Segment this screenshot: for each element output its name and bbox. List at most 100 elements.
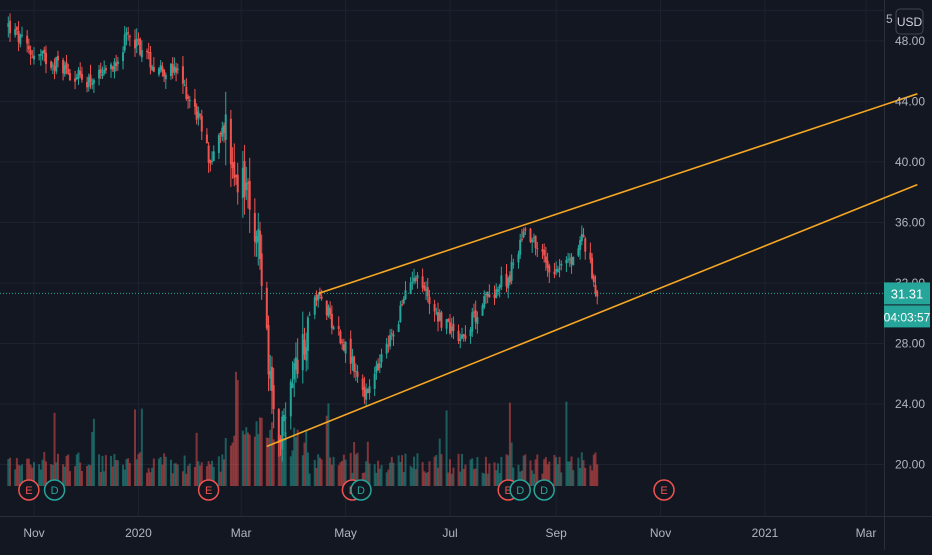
candle[interactable] — [17, 30, 20, 42]
candle[interactable] — [520, 239, 523, 241]
candle[interactable] — [55, 56, 58, 72]
candle[interactable] — [255, 235, 258, 244]
candle[interactable] — [378, 363, 381, 368]
candle[interactable] — [224, 114, 227, 140]
candle[interactable] — [380, 354, 383, 363]
candle[interactable] — [305, 347, 308, 361]
candle[interactable] — [342, 344, 345, 351]
candle[interactable] — [245, 182, 248, 191]
candle[interactable] — [414, 277, 417, 282]
candle[interactable] — [43, 49, 46, 54]
candle[interactable] — [137, 39, 140, 41]
candle[interactable] — [510, 261, 513, 281]
candle[interactable] — [104, 68, 107, 71]
candle[interactable] — [351, 357, 354, 363]
candle[interactable] — [122, 52, 125, 62]
candle[interactable] — [560, 263, 563, 266]
candle[interactable] — [296, 359, 299, 374]
candle[interactable] — [313, 297, 316, 315]
candle[interactable] — [592, 276, 595, 283]
candle[interactable] — [145, 50, 148, 52]
candle[interactable] — [472, 311, 475, 313]
candle[interactable] — [522, 231, 525, 238]
candle[interactable] — [253, 213, 256, 242]
candle[interactable] — [176, 68, 179, 70]
candle[interactable] — [175, 67, 178, 73]
candle[interactable] — [101, 73, 104, 76]
candle[interactable] — [257, 229, 260, 242]
candle[interactable] — [476, 317, 479, 324]
candle[interactable] — [159, 65, 162, 71]
event-markers[interactable]: EEEEEDDDD — [18, 479, 675, 501]
candle[interactable] — [496, 289, 499, 292]
candle[interactable] — [303, 339, 306, 355]
candle[interactable] — [195, 106, 198, 120]
price-axis[interactable]: 48.0044.0040.0036.0032.0028.0024.0020.00… — [884, 8, 931, 472]
candle[interactable] — [68, 73, 71, 81]
candle[interactable] — [544, 256, 547, 263]
candle[interactable] — [50, 61, 53, 68]
candle[interactable] — [77, 69, 80, 79]
candle[interactable] — [19, 35, 22, 44]
candle[interactable] — [435, 312, 438, 314]
candle[interactable] — [512, 263, 515, 265]
candle[interactable] — [217, 135, 220, 153]
candle[interactable] — [74, 78, 77, 82]
candle[interactable] — [483, 296, 486, 308]
candle[interactable] — [329, 308, 332, 315]
candle[interactable] — [173, 66, 176, 72]
candle[interactable] — [519, 239, 522, 255]
candle[interactable] — [7, 23, 10, 27]
candle[interactable] — [103, 69, 106, 74]
candle[interactable] — [481, 305, 484, 316]
candle[interactable] — [265, 287, 268, 329]
candle[interactable] — [282, 414, 285, 422]
candle[interactable] — [363, 386, 366, 398]
candle[interactable] — [152, 66, 155, 72]
candle[interactable] — [51, 64, 54, 66]
candle[interactable] — [423, 285, 426, 290]
candle[interactable] — [86, 82, 89, 88]
candle[interactable] — [269, 371, 272, 379]
time-axis[interactable]: Nov 2020 Mar May Jul Sep Nov 2021 Mar — [23, 526, 876, 540]
candle[interactable] — [474, 310, 477, 323]
candle[interactable] — [185, 86, 188, 99]
candle[interactable] — [308, 314, 311, 316]
candle[interactable] — [438, 312, 441, 321]
candle[interactable] — [9, 20, 12, 34]
candle[interactable] — [411, 281, 414, 283]
candle[interactable] — [556, 269, 559, 273]
candle[interactable] — [399, 305, 402, 322]
candle[interactable] — [373, 373, 376, 389]
candle[interactable] — [534, 235, 537, 248]
candle[interactable] — [223, 125, 226, 133]
candle[interactable] — [543, 250, 546, 256]
candle[interactable] — [596, 291, 599, 297]
candle[interactable] — [356, 371, 359, 377]
candle[interactable] — [389, 335, 392, 347]
candle[interactable] — [555, 269, 558, 272]
candle[interactable] — [127, 32, 130, 34]
candle[interactable] — [568, 259, 571, 261]
candle[interactable] — [212, 151, 215, 161]
candle[interactable] — [594, 285, 597, 294]
candle[interactable] — [484, 294, 487, 296]
trendline[interactable] — [317, 93, 918, 295]
candle[interactable] — [495, 289, 498, 299]
candle[interactable] — [536, 248, 539, 250]
candle[interactable] — [181, 66, 184, 84]
dividend-marker[interactable] — [350, 479, 372, 501]
candle[interactable] — [221, 127, 224, 137]
candle[interactable] — [87, 77, 90, 87]
candle[interactable] — [493, 294, 496, 298]
candle[interactable] — [294, 357, 297, 370]
candle[interactable] — [14, 29, 17, 36]
candle[interactable] — [591, 257, 594, 279]
candle[interactable] — [171, 64, 174, 74]
candle[interactable] — [284, 417, 287, 419]
candle[interactable] — [365, 389, 368, 400]
candle[interactable] — [507, 278, 510, 289]
candle[interactable] — [327, 306, 330, 317]
candle[interactable] — [570, 257, 573, 265]
candle[interactable] — [517, 254, 520, 263]
